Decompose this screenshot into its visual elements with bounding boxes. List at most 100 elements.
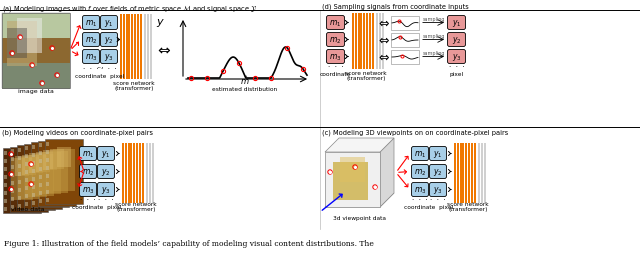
Bar [4,167,7,171]
FancyBboxPatch shape [429,165,447,179]
Bar [46,182,49,186]
Bar [46,198,49,202]
Text: coordinate  pixel: coordinate pixel [76,74,125,79]
Bar [17,19,42,54]
Text: $y_2$: $y_2$ [101,166,111,177]
Text: $y_3$: $y_3$ [433,184,443,195]
Bar [460,144,461,203]
Text: (transformer): (transformer) [115,86,154,91]
Text: $y_3$: $y_3$ [452,52,461,63]
Text: $\hat{m}$: $\hat{m}$ [240,74,250,87]
Bar [18,157,40,199]
Text: score network: score network [113,81,155,86]
FancyBboxPatch shape [97,165,115,179]
Bar [11,149,14,153]
Text: $m_1$: $m_1$ [82,149,94,159]
Bar [152,144,154,203]
Bar [2,14,70,89]
Bar [3,148,41,213]
Bar [457,144,459,203]
Text: $m_3$: $m_3$ [414,184,426,195]
Bar [11,158,33,200]
Bar [39,144,42,147]
Bar [38,141,76,206]
Bar [11,165,14,169]
Text: $m_2$: $m_2$ [82,167,94,177]
Bar [46,158,49,162]
Bar [18,172,21,176]
Text: $m_1$: $m_1$ [414,149,426,159]
Bar [46,190,49,194]
Bar [131,15,133,80]
Text: ·  ·  ·: · · · [101,66,116,72]
Bar [146,144,148,203]
Bar [22,155,36,175]
Text: sampling: sampling [423,17,445,22]
FancyBboxPatch shape [429,183,447,197]
Bar [122,144,124,203]
Bar [53,149,75,191]
Bar [11,189,14,193]
Bar [11,181,14,185]
Bar [7,22,37,67]
Bar [340,157,365,182]
FancyBboxPatch shape [83,33,99,47]
Bar [133,144,135,203]
Bar [24,144,62,209]
Bar [11,173,14,177]
Bar [46,151,68,193]
Bar [391,51,419,65]
Bar [355,14,357,70]
Text: (transformer): (transformer) [448,206,488,211]
Bar [25,154,28,158]
Text: $m_3$: $m_3$ [329,52,342,62]
Text: ...: ... [96,61,104,70]
Bar [140,15,141,80]
Text: ·  ·  ·: · · · [449,64,465,70]
Text: Figure 1: Illustration of the field models’ capability of modeling visual conten: Figure 1: Illustration of the field mode… [4,239,374,247]
Text: ·  ·  ·: · · · [83,66,99,72]
Polygon shape [325,193,394,207]
Text: score network: score network [447,201,489,206]
Bar [379,14,381,70]
Bar [352,14,354,70]
Bar [32,153,35,157]
Text: (b) Modeling videos on coordinate-pixel pairs: (b) Modeling videos on coordinate-pixel … [2,130,153,136]
Bar [39,199,42,203]
Bar [25,202,28,206]
Bar [46,142,49,146]
Text: $m_2$: $m_2$ [85,35,97,45]
Text: coordinate  pixel: coordinate pixel [72,204,122,209]
FancyBboxPatch shape [79,147,97,161]
Text: $y_3$: $y_3$ [104,52,114,63]
Bar [39,167,42,171]
Text: 3d viewpoint data: 3d viewpoint data [333,215,386,220]
Bar [360,14,362,70]
Text: (d) Sampling signals from coordinate inputs: (d) Sampling signals from coordinate inp… [322,3,468,9]
Bar [46,174,49,178]
Bar [25,162,28,166]
Bar [46,166,49,170]
Bar [147,15,149,80]
Bar [2,39,70,64]
Text: $y_3$: $y_3$ [101,184,111,195]
Bar [32,146,35,149]
Bar [11,205,14,209]
Text: score network: score network [345,71,387,76]
Bar [18,204,21,208]
Text: $y_1$: $y_1$ [433,148,443,159]
Bar [18,196,21,200]
Bar [382,14,384,70]
Text: estimated distribution: estimated distribution [212,87,278,92]
Bar [32,161,35,165]
Text: ·  ·  ·: · · · [412,196,428,202]
Bar [2,64,70,90]
Text: $y_1$: $y_1$ [101,148,111,159]
Bar [39,159,42,163]
Bar [465,144,467,203]
Text: (c) Modeling 3D viewpoints on on coordinate-pixel pairs: (c) Modeling 3D viewpoints on on coordin… [322,130,508,136]
Text: coordinate: coordinate [320,72,351,77]
Bar [18,164,21,168]
FancyBboxPatch shape [429,147,447,161]
Bar [17,146,55,210]
